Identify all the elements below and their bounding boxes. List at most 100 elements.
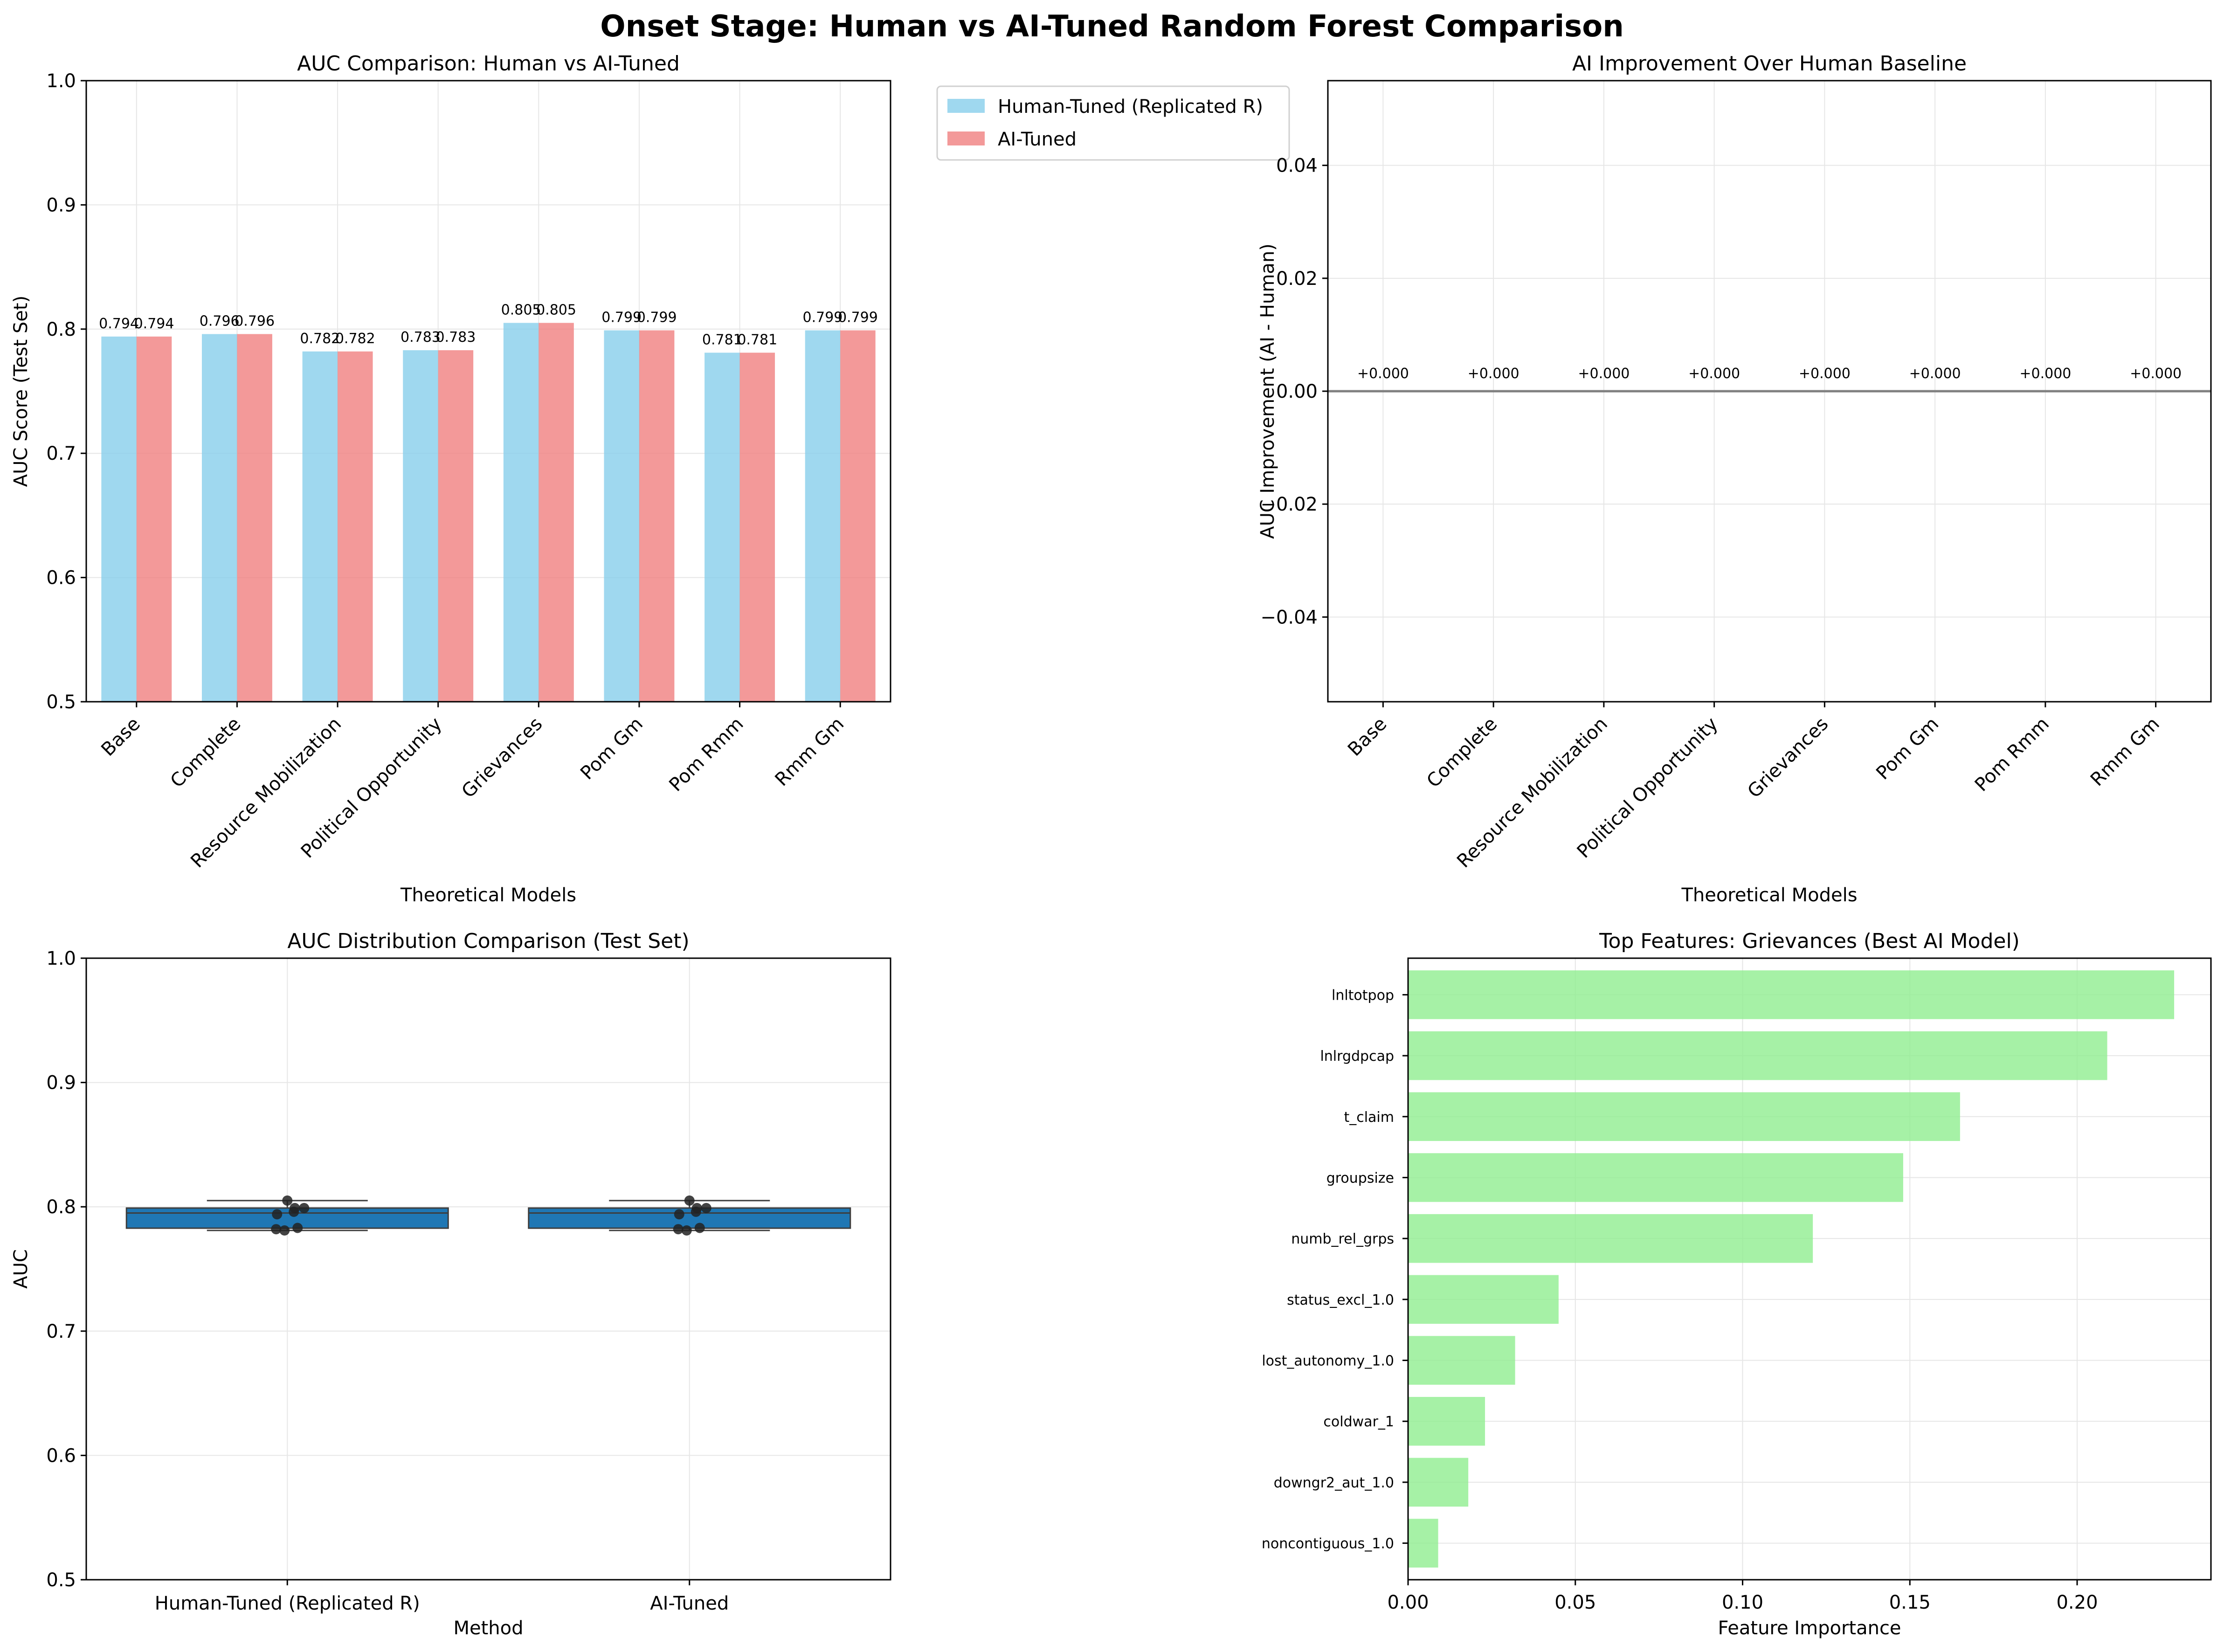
auc-legend: Human-Tuned (Replicated R) AI-Tuned bbox=[936, 85, 1290, 161]
feature-y-tick-label: lnlrgdpcap bbox=[1320, 1048, 1394, 1064]
auc-y-axis-label: AUC Score (Test Set) bbox=[10, 296, 32, 487]
distribution-y-tick-label: 0.9 bbox=[46, 1072, 76, 1094]
auc-bar-value-label: 0.782 bbox=[335, 331, 375, 347]
box-data-point bbox=[701, 1203, 711, 1213]
auc-bar-human bbox=[704, 353, 740, 702]
improvement-value-label: +0.000 bbox=[1468, 366, 1520, 382]
distribution-panel: 0.5 0.6 0.7 0.8 0.9 1.0 Human-Tuned (Replicate… bbox=[10, 929, 891, 1639]
box-data-point bbox=[279, 1225, 290, 1236]
auc-y-tick-label: 1.0 bbox=[46, 70, 76, 92]
improvement-y-tick-label: 0.02 bbox=[1276, 268, 1318, 290]
feature-y-tick-label: status_excl_1.0 bbox=[1287, 1292, 1394, 1308]
auc-bar-value-label: 0.796 bbox=[235, 313, 275, 329]
auc-bar-human bbox=[302, 351, 338, 702]
auc-bar-value-label: 0.781 bbox=[702, 332, 742, 348]
improvement-y-tick-label: −0.02 bbox=[1260, 494, 1318, 515]
feature-bar bbox=[1408, 1031, 2107, 1080]
distribution-y-tick-label: 0.8 bbox=[46, 1196, 76, 1218]
distribution-y-axis-label: AUC bbox=[10, 1249, 32, 1289]
distribution-y-tick-label: 0.6 bbox=[46, 1445, 76, 1466]
auc-bar-value-label: 0.799 bbox=[803, 309, 843, 325]
auc-bars bbox=[101, 323, 876, 702]
auc-y-tick-label: 0.5 bbox=[46, 691, 76, 713]
legend-label-ai: AI-Tuned bbox=[998, 129, 1077, 150]
auc-bar-human bbox=[101, 336, 137, 702]
auc-chart-title: AUC Comparison: Human vs AI-Tuned bbox=[297, 52, 680, 76]
auc-bar-value-label: 0.781 bbox=[737, 332, 777, 348]
feature-bar bbox=[1408, 1275, 1559, 1324]
auc-axes-frame bbox=[85, 80, 891, 703]
auc-bar-human bbox=[604, 330, 639, 702]
auc-bar-value-label: 0.794 bbox=[99, 316, 139, 332]
box-data-point bbox=[292, 1223, 303, 1233]
auc-bar-value-label: 0.783 bbox=[435, 329, 476, 346]
auc-bar-ai bbox=[639, 330, 675, 702]
feature-bar bbox=[1408, 1092, 1960, 1141]
auc-bar-value-label: 0.799 bbox=[637, 309, 677, 325]
feature-ticks: 0.00 0.05 0.10 0.15 0.20 lnltotpop lnlrgdpcap t… bbox=[1262, 987, 2098, 1613]
auc-value-labels: 0.794 0.796 0.782 0.783 0.805 0.799 0.781 0.799… bbox=[99, 302, 878, 348]
auc-y-tick-label: 0.6 bbox=[46, 567, 76, 589]
auc-x-axis-label: Theoretical Models bbox=[400, 885, 576, 906]
improvement-y-axis-label: AUC Improvement (AI - Human) bbox=[1257, 243, 1278, 539]
auc-bar-value-label: 0.799 bbox=[838, 309, 878, 325]
auc-bar-value-label: 0.799 bbox=[601, 309, 642, 325]
feature-bar bbox=[1408, 1336, 1515, 1385]
box-data-point bbox=[282, 1195, 293, 1206]
auc-bar-ai bbox=[237, 334, 272, 702]
feature-y-tick-label: t_claim bbox=[1344, 1109, 1394, 1126]
feature-x-tick-label: 0.05 bbox=[1554, 1592, 1596, 1613]
improvement-y-tick-label: −0.04 bbox=[1260, 607, 1318, 628]
auc-bar-ai bbox=[438, 350, 474, 702]
auc-bar-ai bbox=[840, 330, 876, 702]
feature-bar bbox=[1408, 1153, 1903, 1202]
improvement-y-tick-label: 0.00 bbox=[1276, 381, 1318, 402]
feature-bars bbox=[1408, 970, 2175, 1568]
legend-swatch-ai bbox=[947, 131, 985, 145]
distribution-x-tick-label: Human-Tuned (Replicated R) bbox=[155, 1593, 420, 1614]
distribution-x-tick-label: AI-Tuned bbox=[650, 1593, 729, 1614]
distribution-axes-frame bbox=[85, 957, 891, 1581]
box-iqr bbox=[528, 1207, 851, 1229]
box-data-point bbox=[674, 1209, 684, 1220]
feature-y-tick-label: lnltotpop bbox=[1332, 987, 1394, 1003]
distribution-y-tick-label: 1.0 bbox=[46, 948, 76, 969]
auc-y-tick-label: 0.8 bbox=[46, 319, 76, 340]
feature-x-tick-label: 0.00 bbox=[1387, 1592, 1429, 1613]
feature-bar bbox=[1408, 1458, 1469, 1507]
distribution-x-axis-label: Method bbox=[453, 1617, 523, 1639]
feature-y-tick-label: numb_rel_grps bbox=[1291, 1231, 1394, 1247]
distribution-ticks: 0.5 0.6 0.7 0.8 0.9 1.0 Human-Tuned (Replicate… bbox=[46, 948, 729, 1614]
distribution-y-tick-label: 0.5 bbox=[46, 1569, 76, 1591]
auc-bar-ai bbox=[539, 323, 574, 702]
box-data-point bbox=[691, 1203, 702, 1213]
improvement-value-label: +0.000 bbox=[2019, 366, 2071, 382]
feature-y-tick-label: noncontiguous_1.0 bbox=[1262, 1536, 1394, 1552]
box-data-point bbox=[272, 1209, 283, 1220]
feature-bar bbox=[1408, 1214, 1813, 1263]
distribution-boxes bbox=[125, 1195, 851, 1236]
legend-swatch-human bbox=[947, 99, 985, 113]
auc-bar-value-label: 0.783 bbox=[401, 329, 441, 346]
box-data-point bbox=[290, 1203, 300, 1213]
feature-x-tick-label: 0.10 bbox=[1722, 1592, 1763, 1613]
auc-bar-ai bbox=[338, 351, 373, 702]
feature-chart-title: Top Features: Grievances (Best AI Model) bbox=[1599, 929, 2020, 953]
improvement-value-labels: +0.000 +0.000 +0.000 +0.000 +0.000 +0.000 +0.0… bbox=[1357, 366, 2182, 382]
auc-bar-human bbox=[805, 330, 841, 702]
feature-x-tick-label: 0.20 bbox=[2056, 1592, 2098, 1613]
improvement-value-label: +0.000 bbox=[1357, 366, 1409, 382]
improvement-value-label: +0.000 bbox=[1799, 366, 1851, 382]
auc-bar-human bbox=[201, 334, 237, 702]
distribution-chart-title: AUC Distribution Comparison (Test Set) bbox=[287, 929, 689, 953]
feature-x-axis-label: Feature Importance bbox=[1718, 1617, 1901, 1639]
box-data-point bbox=[299, 1203, 310, 1213]
improvement-value-label: +0.000 bbox=[1688, 366, 1740, 382]
legend-frame bbox=[936, 85, 1290, 161]
feature-y-tick-label: groupsize bbox=[1326, 1170, 1394, 1186]
feature-y-tick-label: lost_autonomy_1.0 bbox=[1262, 1353, 1394, 1369]
auc-bar-value-label: 0.805 bbox=[536, 302, 576, 318]
box-data-point bbox=[271, 1224, 282, 1235]
